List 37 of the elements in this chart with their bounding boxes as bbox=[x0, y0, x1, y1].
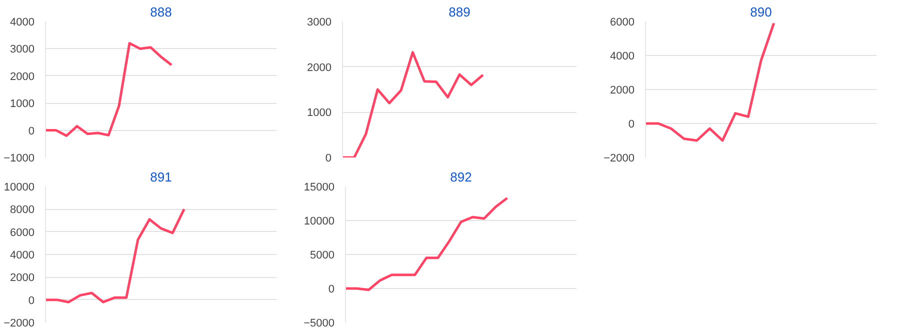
line-series bbox=[46, 208, 186, 304]
y-tick-label: 2000 bbox=[10, 70, 35, 83]
y-tick-label: 10000 bbox=[4, 182, 35, 194]
y-tick-label: 15000 bbox=[304, 182, 335, 194]
y-tick-label: −1000 bbox=[4, 152, 35, 164]
y-tick-label: 1000 bbox=[10, 98, 35, 110]
y-tick-label: 10000 bbox=[304, 216, 335, 228]
y-tick-label: 2000 bbox=[307, 62, 332, 74]
y-tick-label: 1000 bbox=[307, 107, 332, 120]
y-tick-label: 4000 bbox=[610, 50, 635, 62]
line-series bbox=[646, 22, 776, 142]
line-series bbox=[342, 51, 484, 158]
chart-title: 891 bbox=[150, 170, 172, 184]
chart-title: 888 bbox=[150, 4, 172, 20]
y-tick-label: 3000 bbox=[307, 16, 332, 28]
chart-title: 890 bbox=[750, 4, 772, 20]
y-tick-label: 5000 bbox=[310, 250, 335, 262]
y-tick-label: 4000 bbox=[10, 250, 35, 262]
y-tick-label: 0 bbox=[28, 294, 35, 307]
chart-title: 892 bbox=[450, 170, 472, 184]
y-tick-label: 0 bbox=[628, 118, 635, 130]
y-tick-label: −5000 bbox=[304, 318, 335, 330]
y-tick-label: 2000 bbox=[610, 84, 635, 96]
y-tick-label: 3000 bbox=[10, 44, 35, 56]
chart-title: 889 bbox=[448, 4, 470, 20]
line-series bbox=[346, 196, 508, 292]
y-tick-label: −2000 bbox=[604, 152, 635, 164]
y-tick-label: 2000 bbox=[10, 272, 35, 284]
y-tick-label: 6000 bbox=[610, 16, 635, 28]
y-tick-label: 0 bbox=[325, 152, 332, 164]
y-tick-label: 4000 bbox=[10, 16, 35, 28]
y-tick-label: 0 bbox=[28, 125, 35, 138]
y-tick-label: 6000 bbox=[10, 226, 35, 239]
line-series bbox=[46, 42, 173, 137]
y-tick-label: −2000 bbox=[4, 318, 35, 330]
y-tick-label: 0 bbox=[328, 284, 335, 296]
y-tick-label: 8000 bbox=[10, 204, 35, 216]
